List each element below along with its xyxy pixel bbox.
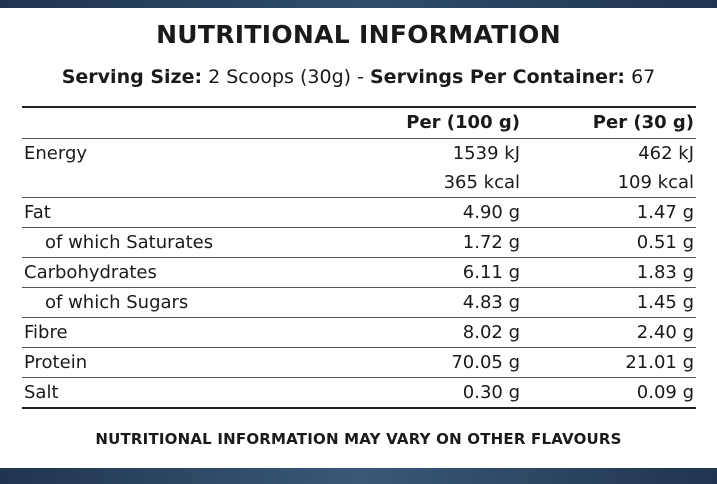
divider	[22, 317, 696, 318]
divider	[22, 287, 696, 288]
row-label: Fibre	[24, 322, 68, 343]
table-row-carbohydrates: Carbohydrates 6.11 g 1.83 g	[22, 258, 696, 287]
top-color-band	[0, 0, 717, 8]
divider	[22, 138, 696, 139]
row-label: Carbohydrates	[24, 262, 157, 283]
row-value-30g: 109 kcal	[617, 172, 694, 193]
row-value-100g: 1539 kJ	[452, 143, 520, 164]
table-row-energy-kj: Energy 1539 kJ 462 kJ	[22, 139, 696, 168]
row-value-30g: 0.51 g	[636, 232, 694, 253]
header-per-30g: Per (30 g)	[592, 112, 694, 133]
row-value-30g: 0.09 g	[636, 382, 694, 403]
row-label: of which Saturates	[45, 232, 214, 253]
row-value-100g: 70.05 g	[451, 352, 520, 373]
serving-size-label: Serving Size:	[61, 66, 203, 88]
divider	[22, 347, 696, 348]
footer-disclaimer: NUTRITIONAL INFORMATION MAY VARY ON OTHE…	[95, 430, 622, 448]
table-row-sugars: of which Sugars 4.83 g 1.45 g	[22, 288, 696, 317]
row-value-30g: 1.83 g	[636, 262, 694, 283]
divider	[22, 377, 696, 378]
row-value-100g: 4.83 g	[462, 292, 520, 313]
row-label: Energy	[24, 143, 88, 164]
serving-separator: -	[351, 66, 370, 88]
divider	[22, 227, 696, 228]
row-value-100g: 365 kcal	[443, 172, 520, 193]
nutrition-table: Per (100 g) Per (30 g) Energy 1539 kJ 46…	[22, 106, 696, 409]
row-value-100g: 8.02 g	[462, 322, 520, 343]
table-row-protein: Protein 70.05 g 21.01 g	[22, 348, 696, 377]
table-row-saturates: of which Saturates 1.72 g 0.51 g	[22, 228, 696, 257]
table-top-rule	[22, 106, 696, 108]
table-row-energy-kcal: 365 kcal 109 kcal	[22, 168, 696, 197]
serving-size-value: 2 Scoops (30g)	[208, 66, 352, 88]
serving-info: Serving Size: 2 Scoops (30g) - Servings …	[0, 66, 717, 88]
servings-per-container-value: 67	[631, 66, 656, 88]
row-value-30g: 1.45 g	[636, 292, 694, 313]
bottom-color-band	[0, 468, 717, 484]
row-label: Salt	[24, 382, 59, 403]
header-per-100g: Per (100 g)	[406, 112, 520, 133]
page-title: NUTRITIONAL INFORMATION	[156, 20, 561, 49]
table-header-row: Per (100 g) Per (30 g)	[22, 108, 696, 138]
table-bottom-rule	[22, 407, 696, 409]
table-row-salt: Salt 0.30 g 0.09 g	[22, 378, 696, 407]
table-row-fat: Fat 4.90 g 1.47 g	[22, 198, 696, 227]
divider	[22, 197, 696, 198]
row-label: Fat	[24, 202, 51, 223]
row-label: of which Sugars	[45, 292, 189, 313]
row-value-100g: 4.90 g	[462, 202, 520, 223]
divider	[22, 257, 696, 258]
row-value-30g: 21.01 g	[625, 352, 694, 373]
row-value-100g: 0.30 g	[462, 382, 520, 403]
row-value-30g: 462 kJ	[638, 143, 694, 164]
table-row-fibre: Fibre 8.02 g 2.40 g	[22, 318, 696, 347]
servings-per-container-label: Servings Per Container:	[370, 66, 626, 88]
row-value-30g: 1.47 g	[636, 202, 694, 223]
row-value-100g: 6.11 g	[462, 262, 520, 283]
row-value-30g: 2.40 g	[636, 322, 694, 343]
row-value-100g: 1.72 g	[462, 232, 520, 253]
row-label: Protein	[24, 352, 88, 373]
